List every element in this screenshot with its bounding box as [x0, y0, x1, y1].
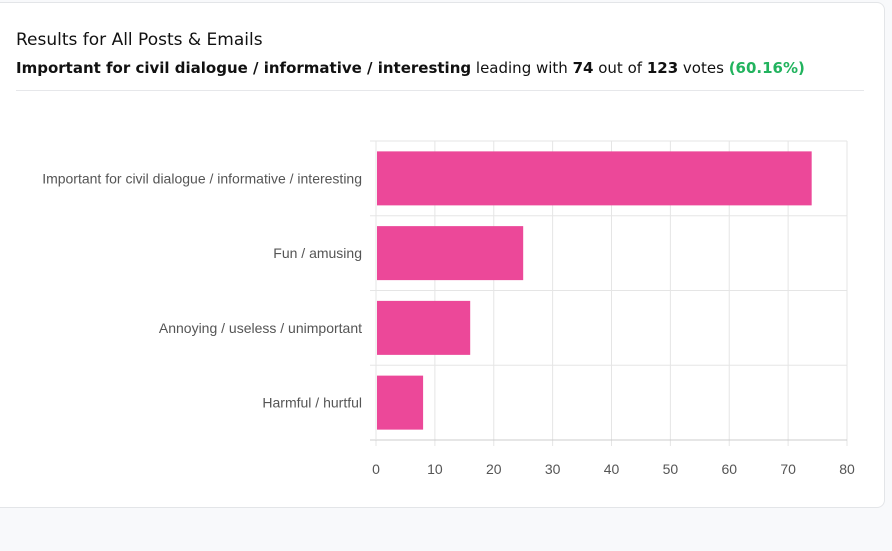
bar	[377, 151, 812, 206]
results-summary: Important for civil dialogue / informati…	[16, 57, 860, 79]
bar	[377, 226, 524, 281]
leading-option: Important for civil dialogue / informati…	[16, 59, 472, 77]
bar	[377, 375, 424, 430]
bar	[377, 300, 471, 355]
results-header: Results for All Posts & Emails Important…	[16, 29, 860, 79]
out-of-text: out of	[598, 59, 643, 77]
x-tick-label: 40	[604, 461, 620, 477]
results-card: Results for All Posts & Emails Important…	[0, 2, 885, 508]
total-votes: 123	[646, 59, 679, 77]
leading-count: 74	[572, 59, 594, 77]
x-tick-label: 10	[427, 461, 443, 477]
category-label: Important for civil dialogue / informati…	[42, 170, 362, 186]
votes-text: votes	[682, 59, 724, 77]
x-tick-label: 80	[839, 461, 855, 477]
x-tick-label: 60	[721, 461, 737, 477]
category-label: Fun / amusing	[273, 245, 362, 261]
x-tick-label: 20	[486, 461, 502, 477]
category-label: Annoying / useless / unimportant	[159, 320, 362, 336]
leading-with-text: leading with	[475, 59, 568, 77]
x-tick-label: 0	[372, 461, 380, 477]
leading-percent: (60.16%)	[728, 59, 805, 77]
x-tick-label: 30	[545, 461, 561, 477]
header-divider	[16, 90, 864, 91]
x-tick-label: 50	[663, 461, 679, 477]
x-tick-label: 70	[780, 461, 796, 477]
category-label: Harmful / hurtful	[262, 395, 362, 411]
results-title: Results for All Posts & Emails	[16, 30, 263, 50]
